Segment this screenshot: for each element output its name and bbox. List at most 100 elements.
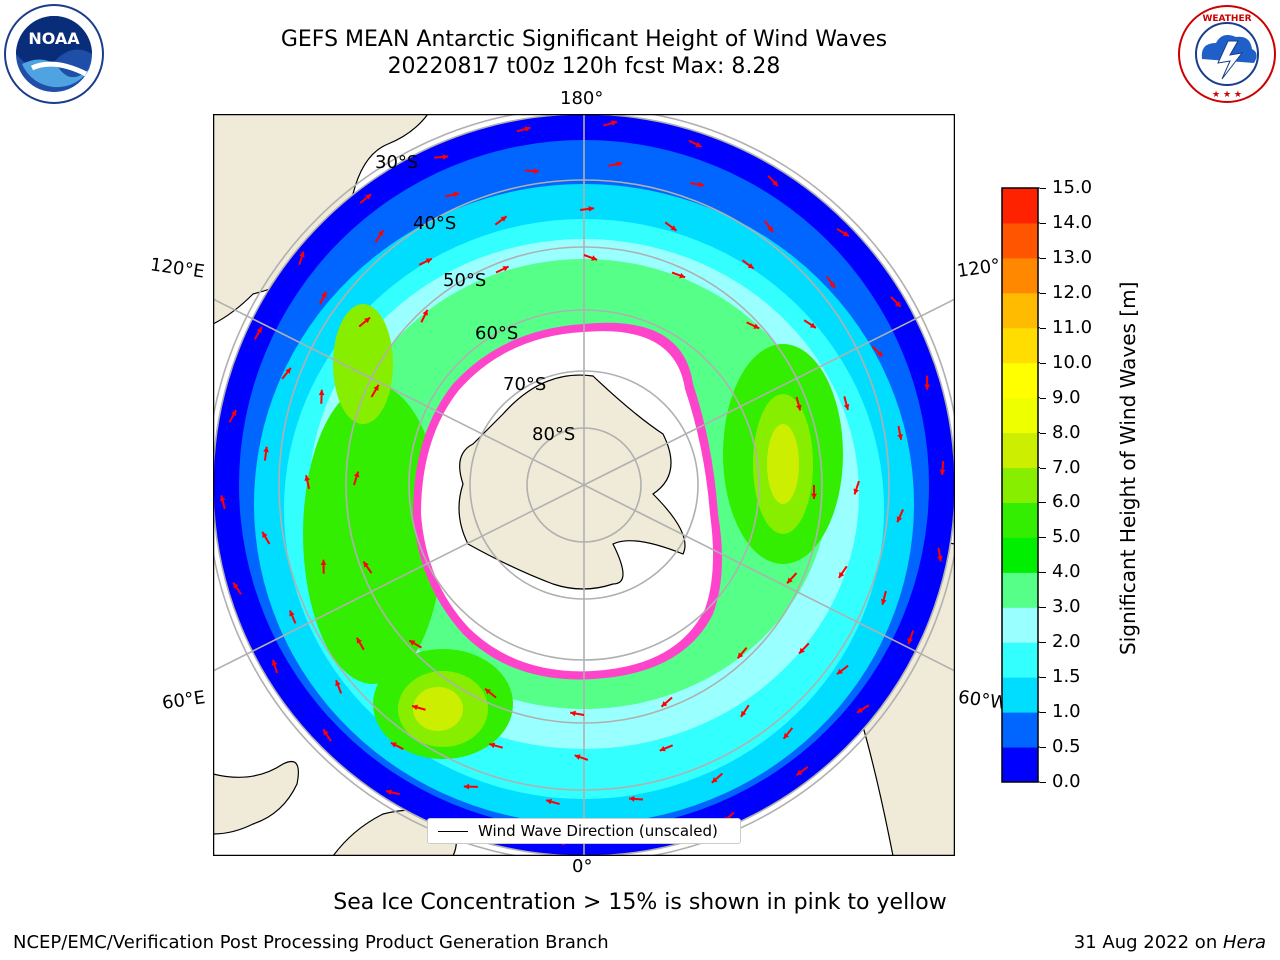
wind-arrow-head [897,434,903,440]
legend-label: Wind Wave Direction (unscaled) [478,822,718,840]
lat-label-40s: 40°S [413,213,457,234]
wind-arrow-head [353,471,360,478]
footer-machine: Hera [1222,932,1266,953]
wind-arrow-head [285,367,291,374]
colorbar-tick-label: 12.0 [1052,281,1093,303]
wind-arrow-head [939,469,946,475]
colorbar-tick [1040,362,1046,364]
wind-arrow-head [262,531,268,538]
colorbar-tick [1040,502,1046,504]
wind-arrow-head [365,194,372,200]
wind-arrow-head [924,384,931,390]
wind-arrow-head [783,732,790,739]
footer-date-text: 31 Aug 2022 on [1073,932,1223,953]
wind-arrow-head [679,272,686,279]
colorbar-segment [1002,677,1038,713]
wind-arrow-head [390,742,397,748]
wind-arrow-head [796,404,802,411]
colorbar-tick [1040,607,1046,609]
colorbar-tick [1040,222,1046,224]
wind-arrow-head [373,384,379,391]
colorbar-segment [1002,188,1038,224]
colorbar-tick [1040,327,1046,329]
lat-label-30s: 30°S [375,152,419,173]
sea-ice-note: Sea Ice Concentration > 15% is shown in … [333,890,947,915]
colorbar-segment [1002,397,1038,434]
wind-arrows [219,120,946,846]
colorbar-tick [1040,257,1046,259]
colorbar-tick [1040,432,1046,434]
nws-logo: WEATHER ★ ★ ★ [1178,5,1276,103]
wind-arrow-head [364,317,371,324]
wind-arrow-head [409,640,416,646]
wind-arrow-head [767,226,774,233]
colorbar-tick [1040,712,1046,714]
colorbar-segment [1002,502,1038,538]
wind-arrow-head [318,389,325,396]
wind-arrow-head [386,789,392,796]
chart-title: GEFS MEAN Antarctic Significant Height o… [280,27,888,52]
colorbar-tick [1040,572,1046,574]
lon-label-0: 0° [572,856,593,877]
colorbar-tick-label: 13.0 [1052,246,1093,268]
wind-arrow-head [836,668,843,675]
colorbar-tick [1040,292,1046,294]
wind-arrow-head [838,571,845,578]
wind-arrow-head [321,291,327,298]
wind-arrow-head [659,745,666,752]
wind-arrow-head [747,263,754,269]
wind-arrow-head [880,598,887,605]
wind-arrow-head [320,559,327,565]
wind-arrow-head [698,181,704,188]
wind-arrow-head [453,191,460,198]
colorbar-tick-label: 15.0 [1052,177,1093,198]
colorbar-frame [1001,187,1039,783]
colorbar-tick-label: 9.0 [1052,386,1081,408]
colorbar-segment [1002,607,1038,643]
wind-arrow-head [796,769,803,776]
wind-arrow-head [616,161,623,167]
colorbar [1001,187,1040,783]
wind-arrow-head [829,282,836,289]
wind-arrow-head [533,168,539,174]
colorbar-tick-label: 8.0 [1052,421,1081,443]
africa-land [213,760,299,835]
wind-arrow-head [588,206,594,212]
wind-arrow-head [323,729,329,736]
graticule [213,114,955,856]
wind-arrow-head [570,710,576,717]
wind-arrow-head [463,783,470,790]
colorbar-segment [1002,747,1038,783]
wind-arrow-head [695,141,702,148]
colorbar-segment [1002,712,1038,748]
wind-arrow-head [811,493,817,499]
svg-text:NOAA: NOAA [28,29,80,48]
chart-subtitle: 20220817 t00z 120h fcst Max: 8.28 [387,54,781,79]
lon-label-180: 180° [560,88,604,109]
lon-label-120w: 120° [955,255,1002,282]
wind-arrow-head [335,680,341,687]
colorbar-segment [1002,257,1038,294]
wind-arrow-head [299,251,305,258]
colorbar-ticks: 0.0 0.5 1.0 1.5 2.0 3.0 4.0 5.0 6.0 7.0 8.0 9.0 10.0… [1040,177,1100,792]
wind-arrow-head [442,154,449,160]
wind-arrow-head [711,777,718,783]
wind-arrow-head [737,652,744,659]
footer-date: 31 Aug 2022 on Hera [1074,932,1266,953]
wind-arrow-head [219,495,226,502]
colorbar-tick-label: 14.0 [1052,211,1093,233]
wind-arrow-head [425,258,432,264]
wind-arrow-head [524,126,531,132]
wind-arrow-head [896,516,903,523]
colorbar-tick [1040,677,1046,679]
wind-arrow-head [363,561,369,568]
wind-arrow-head [787,577,793,584]
colorbar-tick-label: 0.0 [1052,771,1081,792]
wind-arrow-head [740,710,747,717]
colorbar-segment [1002,432,1038,469]
noaa-logo: NOAA [4,4,104,104]
colorbar-tick-label: 7.0 [1052,456,1081,478]
colorbar-label: Significant Height of Wind Waves [m] [1116,282,1140,655]
wind-arrow-head [422,309,428,316]
colorbar-tick [1040,397,1046,399]
